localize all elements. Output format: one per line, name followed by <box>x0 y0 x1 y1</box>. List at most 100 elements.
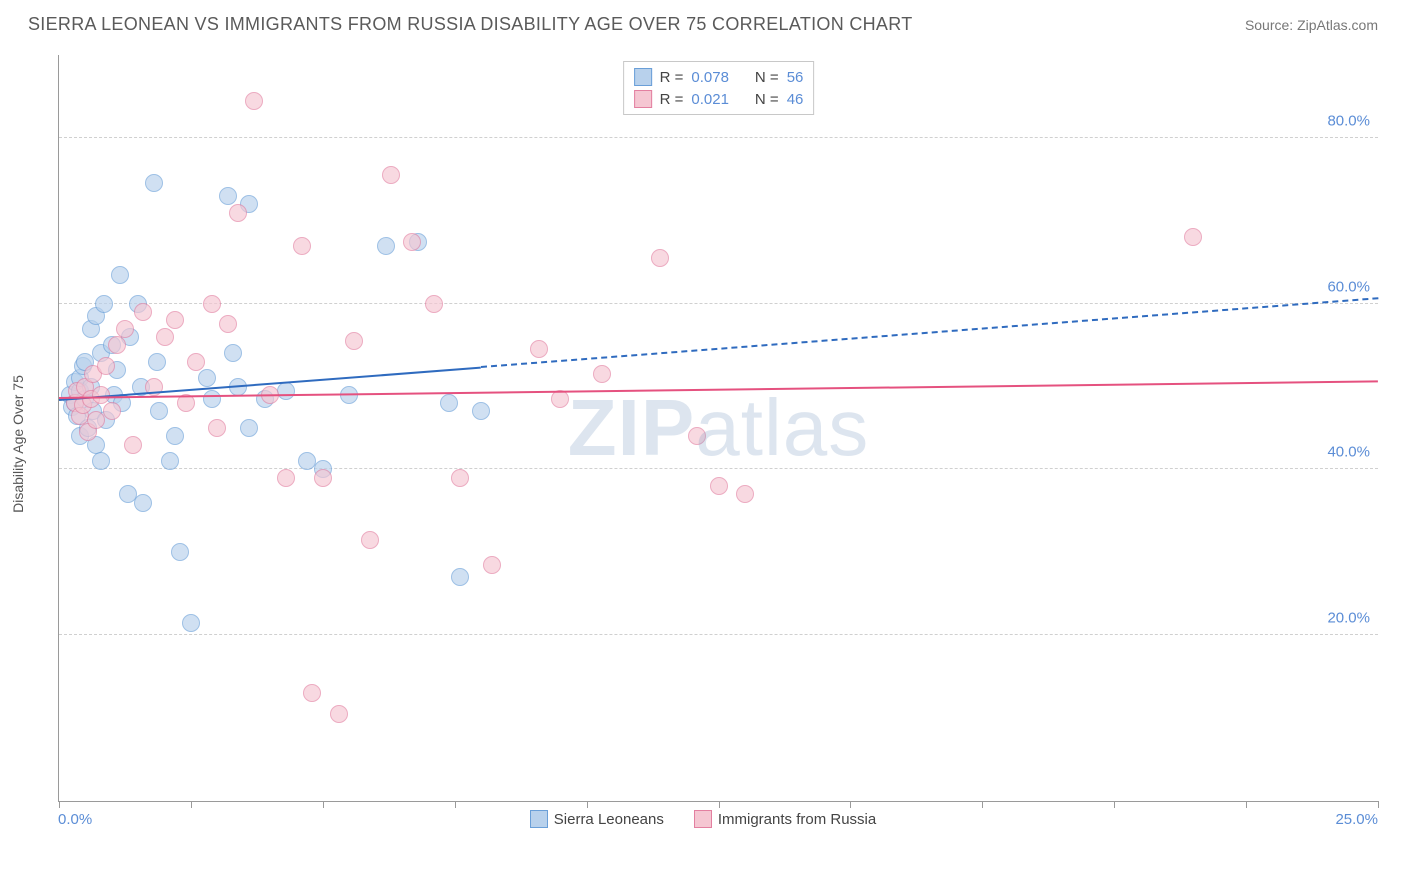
data-point <box>277 469 295 487</box>
data-point <box>530 340 548 358</box>
data-point <box>472 402 490 420</box>
data-point <box>736 485 754 503</box>
swatch-sierra <box>634 68 652 86</box>
data-point <box>651 249 669 267</box>
x-tick <box>1114 801 1115 808</box>
header: SIERRA LEONEAN VS IMMIGRANTS FROM RUSSIA… <box>0 0 1406 45</box>
data-point <box>224 344 242 362</box>
trend-line <box>481 298 1378 369</box>
data-point <box>361 531 379 549</box>
watermark-rest: atlas <box>695 383 869 472</box>
r-value-sierra: 0.078 <box>691 69 729 86</box>
legend-row-sierra: R = 0.078 N = 56 <box>634 66 804 88</box>
data-point <box>208 419 226 437</box>
x-tick <box>59 801 60 808</box>
legend-label-russia: Immigrants from Russia <box>718 811 876 828</box>
n-label: N = <box>755 69 779 86</box>
x-tick <box>323 801 324 808</box>
data-point <box>451 469 469 487</box>
series-legend: Sierra Leoneans Immigrants from Russia <box>28 810 1378 828</box>
data-point <box>166 427 184 445</box>
data-point <box>1184 228 1202 246</box>
n-label: N = <box>755 91 779 108</box>
y-tick-label: 40.0% <box>1327 444 1370 461</box>
data-point <box>593 365 611 383</box>
r-value-russia: 0.021 <box>691 91 729 108</box>
data-point <box>156 328 174 346</box>
data-point <box>95 295 113 313</box>
data-point <box>108 336 126 354</box>
data-point <box>345 332 363 350</box>
x-tick <box>850 801 851 808</box>
x-tick <box>719 801 720 808</box>
data-point <box>166 311 184 329</box>
gridline <box>59 137 1378 138</box>
data-point <box>425 295 443 313</box>
data-point <box>148 353 166 371</box>
source-prefix: Source: <box>1245 17 1297 33</box>
source-link[interactable]: ZipAtlas.com <box>1297 17 1378 33</box>
data-point <box>145 174 163 192</box>
legend-row-russia: R = 0.021 N = 46 <box>634 88 804 110</box>
data-point <box>240 419 258 437</box>
data-point <box>203 295 221 313</box>
data-point <box>182 614 200 632</box>
y-tick-label: 80.0% <box>1327 112 1370 129</box>
data-point <box>134 303 152 321</box>
gridline <box>59 634 1378 635</box>
data-point <box>92 452 110 470</box>
watermark: ZIPatlas <box>568 382 869 474</box>
x-tick <box>587 801 588 808</box>
data-point <box>97 357 115 375</box>
data-point <box>688 427 706 445</box>
data-point <box>330 705 348 723</box>
gridline <box>59 303 1378 304</box>
r-label: R = <box>660 91 684 108</box>
x-tick <box>1246 801 1247 808</box>
data-point <box>111 266 129 284</box>
x-tick <box>1378 801 1379 808</box>
chart-container: Disability Age Over 75 ZIPatlas R = 0.07… <box>28 55 1378 832</box>
data-point <box>116 320 134 338</box>
data-point <box>134 494 152 512</box>
y-tick-label: 20.0% <box>1327 610 1370 627</box>
y-tick-label: 60.0% <box>1327 278 1370 295</box>
data-point <box>483 556 501 574</box>
data-point <box>124 436 142 454</box>
data-point <box>403 233 421 251</box>
data-point <box>277 382 295 400</box>
data-point <box>203 390 221 408</box>
data-point <box>229 204 247 222</box>
data-point <box>382 166 400 184</box>
data-point <box>377 237 395 255</box>
data-point <box>161 452 179 470</box>
x-tick <box>191 801 192 808</box>
data-point <box>150 402 168 420</box>
swatch-russia <box>634 90 652 108</box>
x-tick <box>982 801 983 808</box>
gridline <box>59 468 1378 469</box>
data-point <box>187 353 205 371</box>
data-point <box>314 469 332 487</box>
data-point <box>710 477 728 495</box>
legend-label-sierra: Sierra Leoneans <box>554 811 664 828</box>
data-point <box>219 187 237 205</box>
swatch-sierra <box>530 810 548 828</box>
x-tick <box>455 801 456 808</box>
y-axis-label: Disability Age Over 75 <box>10 375 26 513</box>
source-attribution: Source: ZipAtlas.com <box>1245 17 1378 33</box>
r-label: R = <box>660 69 684 86</box>
legend-item-russia: Immigrants from Russia <box>694 810 876 828</box>
legend-item-sierra: Sierra Leoneans <box>530 810 664 828</box>
data-point <box>171 543 189 561</box>
n-value-russia: 46 <box>787 91 804 108</box>
data-point <box>103 402 121 420</box>
data-point <box>245 92 263 110</box>
data-point <box>451 568 469 586</box>
plot-area: ZIPatlas R = 0.078 N = 56 R = 0.021 N = … <box>58 55 1378 802</box>
data-point <box>303 684 321 702</box>
watermark-bold: ZIP <box>568 383 695 472</box>
data-point <box>198 369 216 387</box>
swatch-russia <box>694 810 712 828</box>
data-point <box>440 394 458 412</box>
